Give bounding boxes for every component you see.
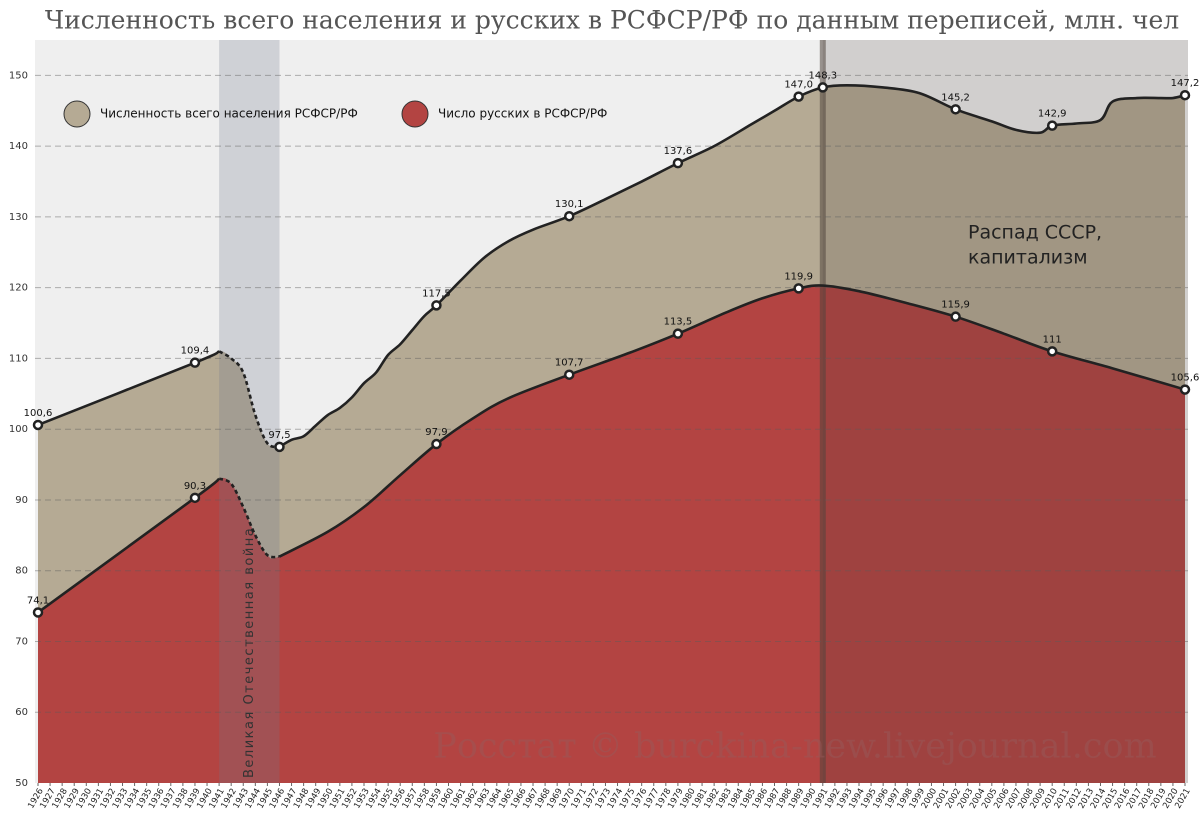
marker bbox=[563, 210, 575, 222]
marker bbox=[950, 104, 961, 115]
value-label: 145,2 bbox=[941, 92, 970, 103]
marker bbox=[32, 419, 44, 431]
value-label: 97,9 bbox=[425, 427, 447, 438]
y-tick-label: 150 bbox=[9, 70, 28, 81]
marker bbox=[793, 283, 804, 294]
marker bbox=[563, 369, 575, 380]
value-label: 137,6 bbox=[664, 146, 693, 157]
marker bbox=[32, 607, 44, 618]
legend-label: Численность всего населения РСФСР/РФ bbox=[100, 107, 358, 121]
marker bbox=[1046, 346, 1058, 357]
marker bbox=[950, 311, 961, 322]
band-label: капитализм bbox=[968, 247, 1088, 269]
marker bbox=[817, 82, 829, 93]
line bbox=[278, 284, 1186, 558]
legend-swatch bbox=[401, 100, 429, 128]
marker bbox=[1046, 120, 1058, 131]
value-label: 115,9 bbox=[941, 300, 970, 311]
marker bbox=[431, 300, 442, 311]
marker bbox=[672, 328, 684, 339]
marker bbox=[431, 438, 442, 450]
line bbox=[37, 350, 220, 427]
y-tick-label: 130 bbox=[9, 212, 28, 223]
value-label: 147,2 bbox=[1171, 78, 1200, 89]
marker bbox=[1179, 89, 1191, 101]
value-label: 142,9 bbox=[1038, 109, 1067, 120]
value-label: 130,1 bbox=[555, 199, 584, 210]
marker bbox=[1179, 384, 1191, 395]
value-label: 90,3 bbox=[184, 481, 206, 492]
band-label: Великая Отечественная война bbox=[242, 527, 257, 778]
y-tick-label: 110 bbox=[9, 353, 28, 364]
value-label: 107,7 bbox=[555, 358, 584, 369]
watermark: Росстат © burckina-new.livejournal.com bbox=[433, 727, 1156, 767]
value-label: 117,5 bbox=[422, 288, 451, 299]
marker bbox=[189, 357, 201, 368]
value-label: 105,6 bbox=[1171, 373, 1200, 384]
y-tick-label: 140 bbox=[9, 141, 28, 152]
marker bbox=[793, 91, 804, 102]
y-tick-label: 50 bbox=[15, 778, 28, 789]
value-label: 97,5 bbox=[268, 430, 290, 441]
chart-title: Численность всего населения и русских в … bbox=[45, 6, 1179, 35]
value-label: 119,9 bbox=[784, 271, 813, 282]
value-label: 111 bbox=[1043, 334, 1062, 345]
legend-swatch bbox=[63, 100, 91, 128]
line bbox=[37, 477, 220, 614]
marker bbox=[274, 441, 285, 453]
legend-label: Число русских в РСФСР/РФ bbox=[438, 107, 607, 121]
y-tick-label: 80 bbox=[15, 566, 28, 577]
y-tick-label: 70 bbox=[15, 636, 28, 647]
band bbox=[822, 40, 1188, 783]
y-tick-label: 90 bbox=[15, 495, 28, 506]
value-label: 113,5 bbox=[664, 317, 693, 328]
y-tick-label: 100 bbox=[9, 424, 28, 435]
marker bbox=[189, 492, 201, 504]
marker bbox=[672, 157, 684, 169]
y-tick-label: 120 bbox=[9, 283, 28, 294]
band-label: Распад СССР, bbox=[968, 222, 1102, 244]
area bbox=[38, 285, 1185, 783]
band bbox=[219, 40, 280, 783]
value-label: 100,6 bbox=[24, 408, 53, 419]
line bbox=[218, 477, 280, 559]
y-tick-label: 60 bbox=[15, 707, 28, 718]
value-label: 74,1 bbox=[27, 595, 49, 606]
value-label: 148,3 bbox=[808, 70, 837, 81]
value-label: 109,4 bbox=[181, 346, 210, 357]
value-label: 147,0 bbox=[784, 80, 813, 91]
